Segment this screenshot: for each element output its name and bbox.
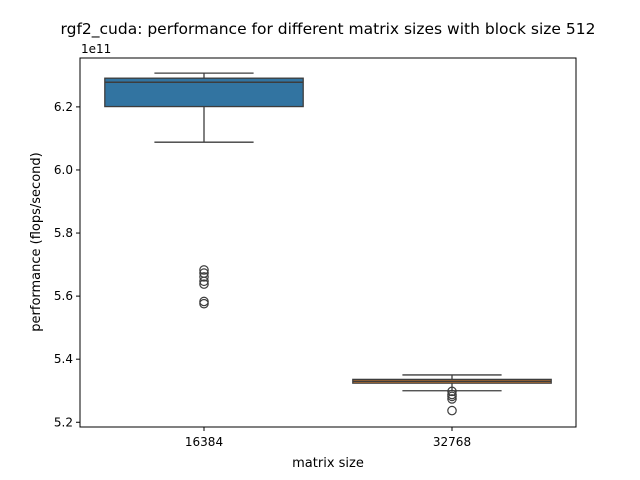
y-tick-label: 5.8 bbox=[54, 226, 73, 240]
y-offset-label: 1e11 bbox=[81, 42, 111, 56]
y-tick-label: 6.2 bbox=[54, 100, 73, 114]
outlier-point bbox=[199, 276, 209, 287]
y-tick-label: 6.0 bbox=[54, 163, 73, 177]
outlier-point bbox=[199, 265, 209, 275]
y-tick-label: 5.4 bbox=[54, 352, 73, 366]
outlier-point bbox=[447, 391, 457, 402]
outlier-point bbox=[199, 272, 209, 282]
y-tick-label: 5.6 bbox=[54, 289, 73, 303]
plot-area bbox=[104, 72, 552, 416]
x-tick-label: 16384 bbox=[185, 435, 223, 449]
x-tick-label: 32768 bbox=[433, 435, 471, 449]
axes-frame bbox=[79, 57, 577, 428]
x-axis: 16384 32768 bbox=[185, 427, 471, 449]
y-tick-label: 5.2 bbox=[54, 415, 73, 429]
outlier-point bbox=[447, 405, 457, 416]
outlier-point bbox=[199, 298, 209, 309]
y-axis: 5.2 5.4 5.6 5.8 6.0 6.2 bbox=[54, 100, 80, 429]
outlier-point bbox=[447, 386, 457, 397]
x-axis-label: matrix size bbox=[292, 456, 364, 471]
chart-title: rgf2_cuda: performance for different mat… bbox=[61, 20, 596, 39]
outlier-point bbox=[447, 394, 457, 404]
outlier-point bbox=[199, 279, 209, 289]
y-axis-label: performance (flops/second) bbox=[29, 152, 44, 331]
